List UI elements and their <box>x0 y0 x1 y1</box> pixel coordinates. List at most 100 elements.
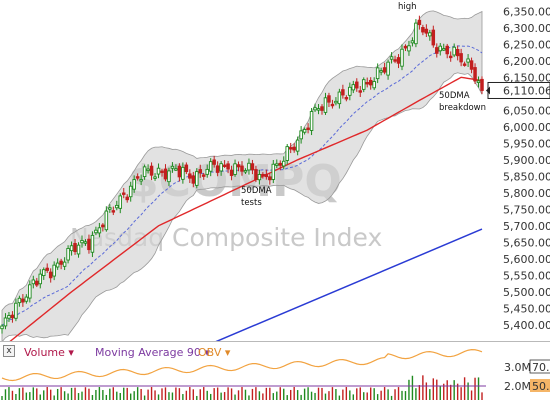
candle <box>396 54 401 69</box>
volume-bar <box>269 387 271 400</box>
y-tick-label: 6,250.00 <box>503 38 550 51</box>
right-tick-bg <box>488 360 514 373</box>
candle <box>428 29 432 41</box>
volume-bar <box>116 391 118 400</box>
candle <box>264 169 269 180</box>
candle-body <box>170 165 175 169</box>
candle-body <box>142 166 147 178</box>
candle-body <box>462 63 467 66</box>
candle <box>389 52 394 64</box>
y-tick-label: 5,700.00 <box>503 220 550 233</box>
candle <box>139 174 143 186</box>
volume-bar <box>439 385 441 400</box>
candle <box>441 43 446 51</box>
candle-body <box>407 45 411 52</box>
candle <box>3 313 8 330</box>
y-tick-label: 5,600.00 <box>503 253 550 266</box>
volume-bar <box>234 394 236 400</box>
volume-bar <box>98 387 101 400</box>
bollinger-area <box>1 10 483 341</box>
candle-body <box>35 280 39 286</box>
candle <box>407 40 411 56</box>
candle-body <box>226 163 230 170</box>
volume-bar <box>345 387 348 400</box>
candle-body <box>469 60 474 70</box>
legend-volume[interactable]: Volume ▾ <box>24 345 74 361</box>
candle <box>55 258 60 270</box>
candle <box>146 164 150 174</box>
volume-bar <box>88 388 90 400</box>
candle <box>80 235 84 248</box>
y-tick-label: 5,550.00 <box>503 269 550 282</box>
candle <box>153 173 157 181</box>
volume-bar <box>206 390 208 400</box>
volume-bar <box>95 389 97 400</box>
candle-body <box>69 245 74 252</box>
legend-obv[interactable]: OBV ▾ <box>198 345 230 361</box>
candle <box>160 168 164 177</box>
legend-ma90[interactable]: Moving Average 90 ▾ <box>95 345 210 361</box>
y-tick-label: 6,350.00 <box>503 5 550 18</box>
y-tick-label: 6,200.00 <box>503 55 550 68</box>
candle <box>302 127 307 135</box>
volume-bar <box>182 394 184 400</box>
volume-bar <box>328 391 330 400</box>
volume-bar <box>175 387 177 400</box>
volume-bar <box>123 387 125 400</box>
candle <box>94 226 98 236</box>
candle-body <box>250 163 255 171</box>
y-tick-label: 6,000.00 <box>503 121 550 134</box>
volume-bar <box>15 393 17 400</box>
volume-bar <box>363 392 365 400</box>
candle <box>48 268 53 283</box>
candle-body <box>389 56 394 60</box>
volume-bar <box>25 392 28 400</box>
candle <box>174 164 178 171</box>
volume-bar <box>46 387 48 400</box>
y-tick-label: 5,800.00 <box>503 187 550 200</box>
candle <box>323 92 328 115</box>
candle <box>247 158 251 175</box>
candle <box>212 155 216 168</box>
volume-bar <box>203 387 205 400</box>
candle-body <box>393 59 397 62</box>
volume-bar <box>369 387 372 400</box>
candle <box>97 222 102 238</box>
volume-bar <box>415 388 417 400</box>
candle <box>459 48 463 67</box>
candle-body <box>90 234 95 253</box>
volume-bar <box>147 389 149 400</box>
candle <box>288 142 293 154</box>
candle-body <box>257 174 262 181</box>
candle <box>132 175 136 193</box>
candle-body <box>198 169 203 174</box>
volume-bar <box>356 388 358 400</box>
close-indicator-button[interactable]: x <box>3 345 15 357</box>
candle-body <box>111 210 116 213</box>
candle-body <box>382 67 387 73</box>
right-tick-label: 3.0M <box>504 361 531 374</box>
candle-body <box>73 243 77 253</box>
volume-bar <box>129 393 132 400</box>
chevron-down-icon: ▾ <box>204 346 210 359</box>
volume-bar <box>279 387 281 400</box>
candle <box>299 126 303 144</box>
annotation-breakdown: breakdown <box>439 103 486 113</box>
candle <box>208 158 213 177</box>
candle-body <box>87 238 91 251</box>
candle-body <box>59 260 63 265</box>
volume-bar <box>105 394 108 400</box>
candle-body <box>302 129 307 133</box>
candle <box>59 258 63 270</box>
bollinger-band <box>1 10 483 341</box>
y-tick-label: 5,950.00 <box>503 137 550 150</box>
candle-body <box>414 22 418 45</box>
candle <box>215 161 220 177</box>
candle-body <box>355 81 359 89</box>
candle-body <box>215 165 220 173</box>
candle <box>66 245 70 264</box>
volume-bar <box>39 394 41 400</box>
volume-bar <box>449 384 452 400</box>
volume-bar <box>283 388 285 400</box>
candle-body <box>417 19 422 26</box>
